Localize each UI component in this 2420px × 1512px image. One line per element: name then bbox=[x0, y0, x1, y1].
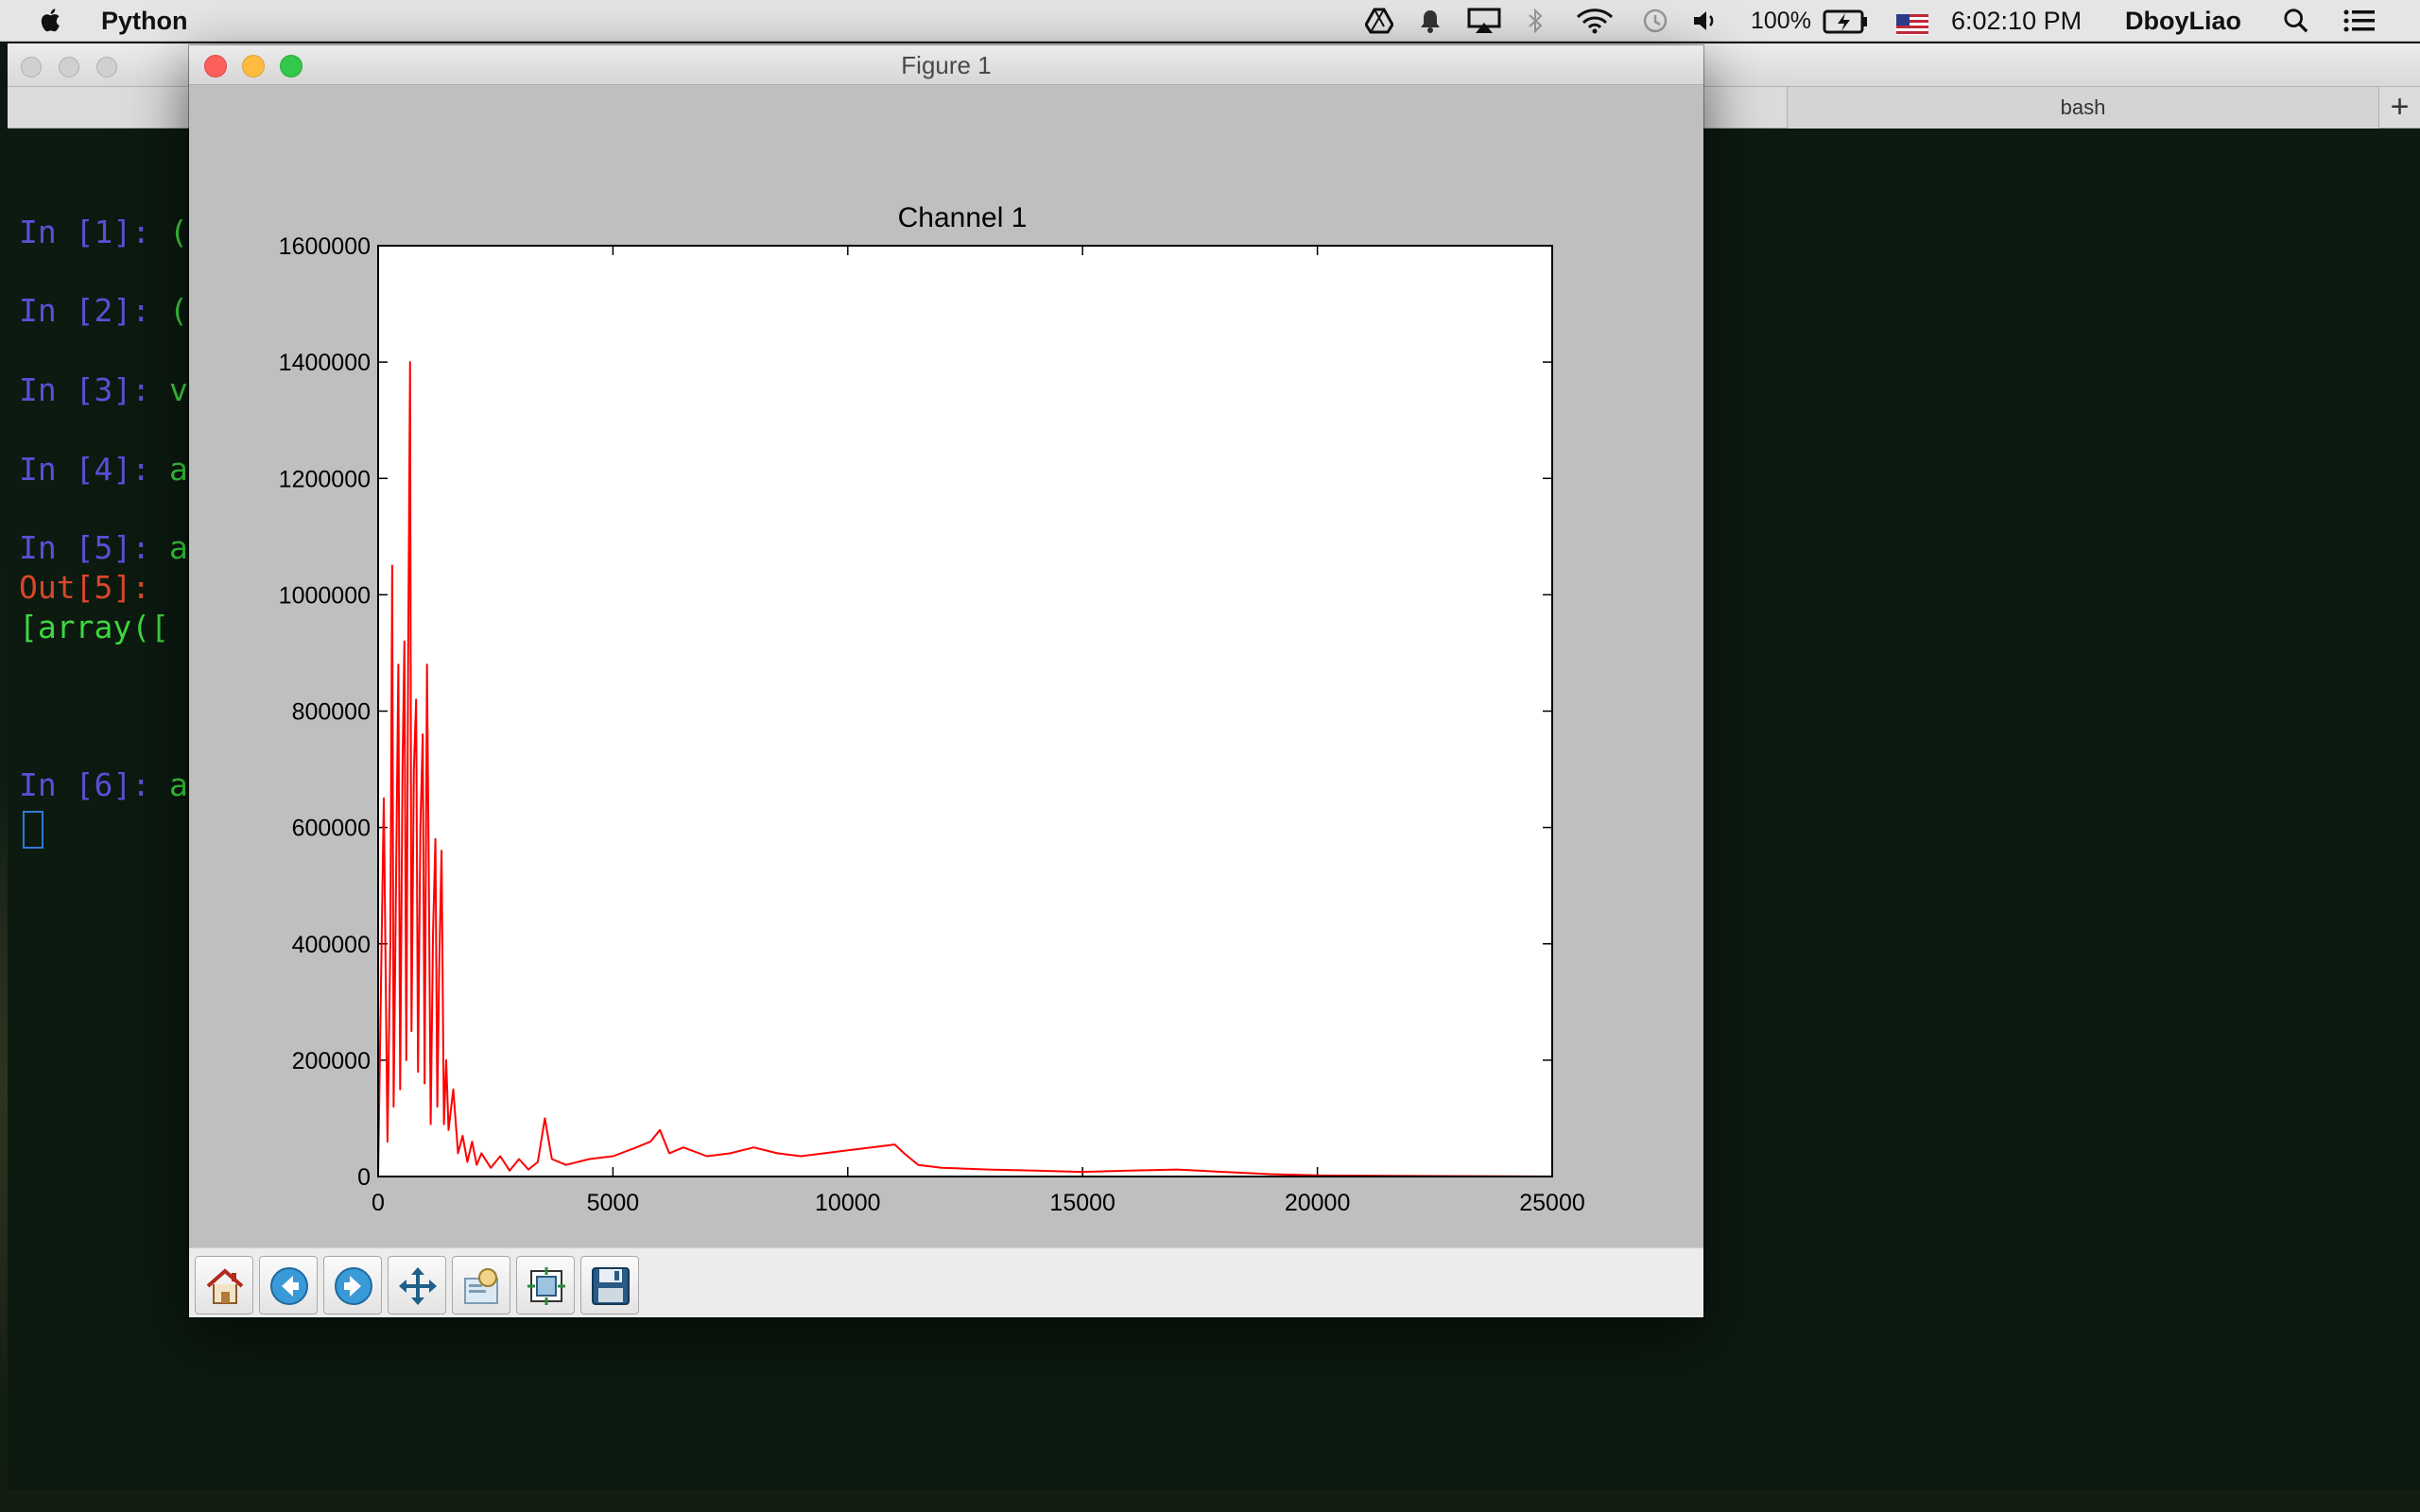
zoom-to-rect-icon bbox=[464, 1268, 498, 1304]
terminal-cursor bbox=[23, 811, 43, 849]
navigation-toolbar bbox=[189, 1247, 1703, 1317]
x-tick-label: 5000 bbox=[587, 1190, 640, 1216]
app-menu[interactable]: Python bbox=[101, 7, 188, 35]
home-icon bbox=[206, 1268, 244, 1304]
back-arrow-icon bbox=[270, 1267, 308, 1305]
figure-titlebar[interactable]: Figure 1 bbox=[189, 45, 1703, 85]
pan-icon bbox=[399, 1267, 437, 1305]
google-drive-icon[interactable] bbox=[1365, 8, 1393, 34]
x-tick-label: 25000 bbox=[1519, 1190, 1585, 1216]
battery-percentage: 100% bbox=[1751, 8, 1811, 34]
y-tick-label: 800000 bbox=[292, 699, 371, 726]
zoom-to-rect-button[interactable] bbox=[452, 1256, 510, 1314]
terminal-line: In [5]: a bbox=[19, 529, 188, 566]
y-tick-label: 1600000 bbox=[279, 233, 371, 260]
airplay-icon[interactable] bbox=[1467, 8, 1501, 34]
zoom-button[interactable] bbox=[280, 55, 302, 77]
notification-bell-icon[interactable] bbox=[1418, 8, 1443, 34]
y-tick-label: 1400000 bbox=[279, 350, 371, 376]
time-machine-icon[interactable] bbox=[1639, 8, 1669, 34]
terminal-line: In [2]: ( bbox=[19, 292, 188, 329]
y-tick-label: 1000000 bbox=[279, 582, 371, 609]
notification-center-icon[interactable] bbox=[2342, 8, 2377, 34]
configure-subplots-button[interactable] bbox=[516, 1256, 575, 1314]
configure-subplots-icon bbox=[527, 1267, 565, 1305]
series-line-channel-1 bbox=[377, 361, 1553, 1177]
clock[interactable]: 6:02:10 PM bbox=[1951, 7, 2083, 35]
terminal-minimize-button[interactable] bbox=[59, 57, 79, 77]
x-tick-label: 15000 bbox=[1049, 1190, 1115, 1216]
terminal-line: In [4]: a bbox=[19, 451, 188, 488]
terminal-line: Out[5]: bbox=[19, 569, 151, 606]
y-tick-label: 1200000 bbox=[279, 466, 371, 492]
save-button[interactable] bbox=[580, 1256, 639, 1314]
plot-frame bbox=[377, 245, 1553, 1177]
plot-area[interactable] bbox=[378, 246, 1552, 1177]
terminal-line: In [6]: a bbox=[19, 766, 188, 803]
back-button[interactable] bbox=[259, 1256, 318, 1314]
terminal-line: [array([ bbox=[19, 609, 169, 645]
wifi-icon[interactable] bbox=[1575, 8, 1615, 34]
chart-title: Channel 1 bbox=[898, 202, 1028, 233]
tab-bash[interactable]: bash bbox=[1787, 87, 2378, 129]
window-title: Figure 1 bbox=[901, 51, 992, 79]
terminal-line: In [3]: v bbox=[19, 371, 188, 408]
y-tick-label: 600000 bbox=[292, 816, 371, 842]
terminal-line: In [1]: ( bbox=[19, 214, 188, 250]
bluetooth-icon[interactable] bbox=[1526, 8, 1545, 34]
terminal-close-button[interactable] bbox=[21, 57, 42, 77]
forward-button[interactable] bbox=[323, 1256, 382, 1314]
x-tick-label: 20000 bbox=[1285, 1190, 1351, 1216]
close-button[interactable] bbox=[204, 55, 227, 77]
menu-bar: Python 100% 6:02:10 P bbox=[0, 0, 2420, 42]
pan-button[interactable] bbox=[388, 1256, 446, 1314]
minimize-button[interactable] bbox=[242, 55, 265, 77]
figure-window: Figure 1 Channel 1 0 5000 10000 15000 20000 2… bbox=[189, 45, 1703, 1317]
battery-icon[interactable] bbox=[1823, 9, 1868, 35]
add-tab-button[interactable]: + bbox=[2378, 87, 2420, 129]
save-icon bbox=[592, 1267, 630, 1305]
us-flag-icon[interactable] bbox=[1896, 11, 1928, 38]
spotlight-search-icon[interactable] bbox=[2282, 8, 2310, 34]
plot-canvas[interactable]: Channel 1 0 5000 10000 15000 20000 25000 0 2000… bbox=[189, 85, 1703, 1291]
x-tick-label: 10000 bbox=[815, 1190, 881, 1216]
apple-logo-icon[interactable] bbox=[38, 0, 66, 42]
x-tick-label: 0 bbox=[372, 1190, 385, 1216]
user-name[interactable]: DboyLiao bbox=[2125, 7, 2242, 35]
y-tick-label: 200000 bbox=[292, 1048, 371, 1074]
chart[interactable]: Channel 1 0 5000 10000 15000 20000 25000 0 2000… bbox=[189, 85, 1703, 1247]
terminal-zoom-button[interactable] bbox=[96, 57, 117, 77]
forward-arrow-icon bbox=[335, 1267, 372, 1305]
y-tick-label: 400000 bbox=[292, 932, 371, 958]
y-tick-label: 0 bbox=[357, 1164, 371, 1191]
home-button[interactable] bbox=[195, 1256, 253, 1314]
volume-icon[interactable] bbox=[1692, 8, 1720, 34]
